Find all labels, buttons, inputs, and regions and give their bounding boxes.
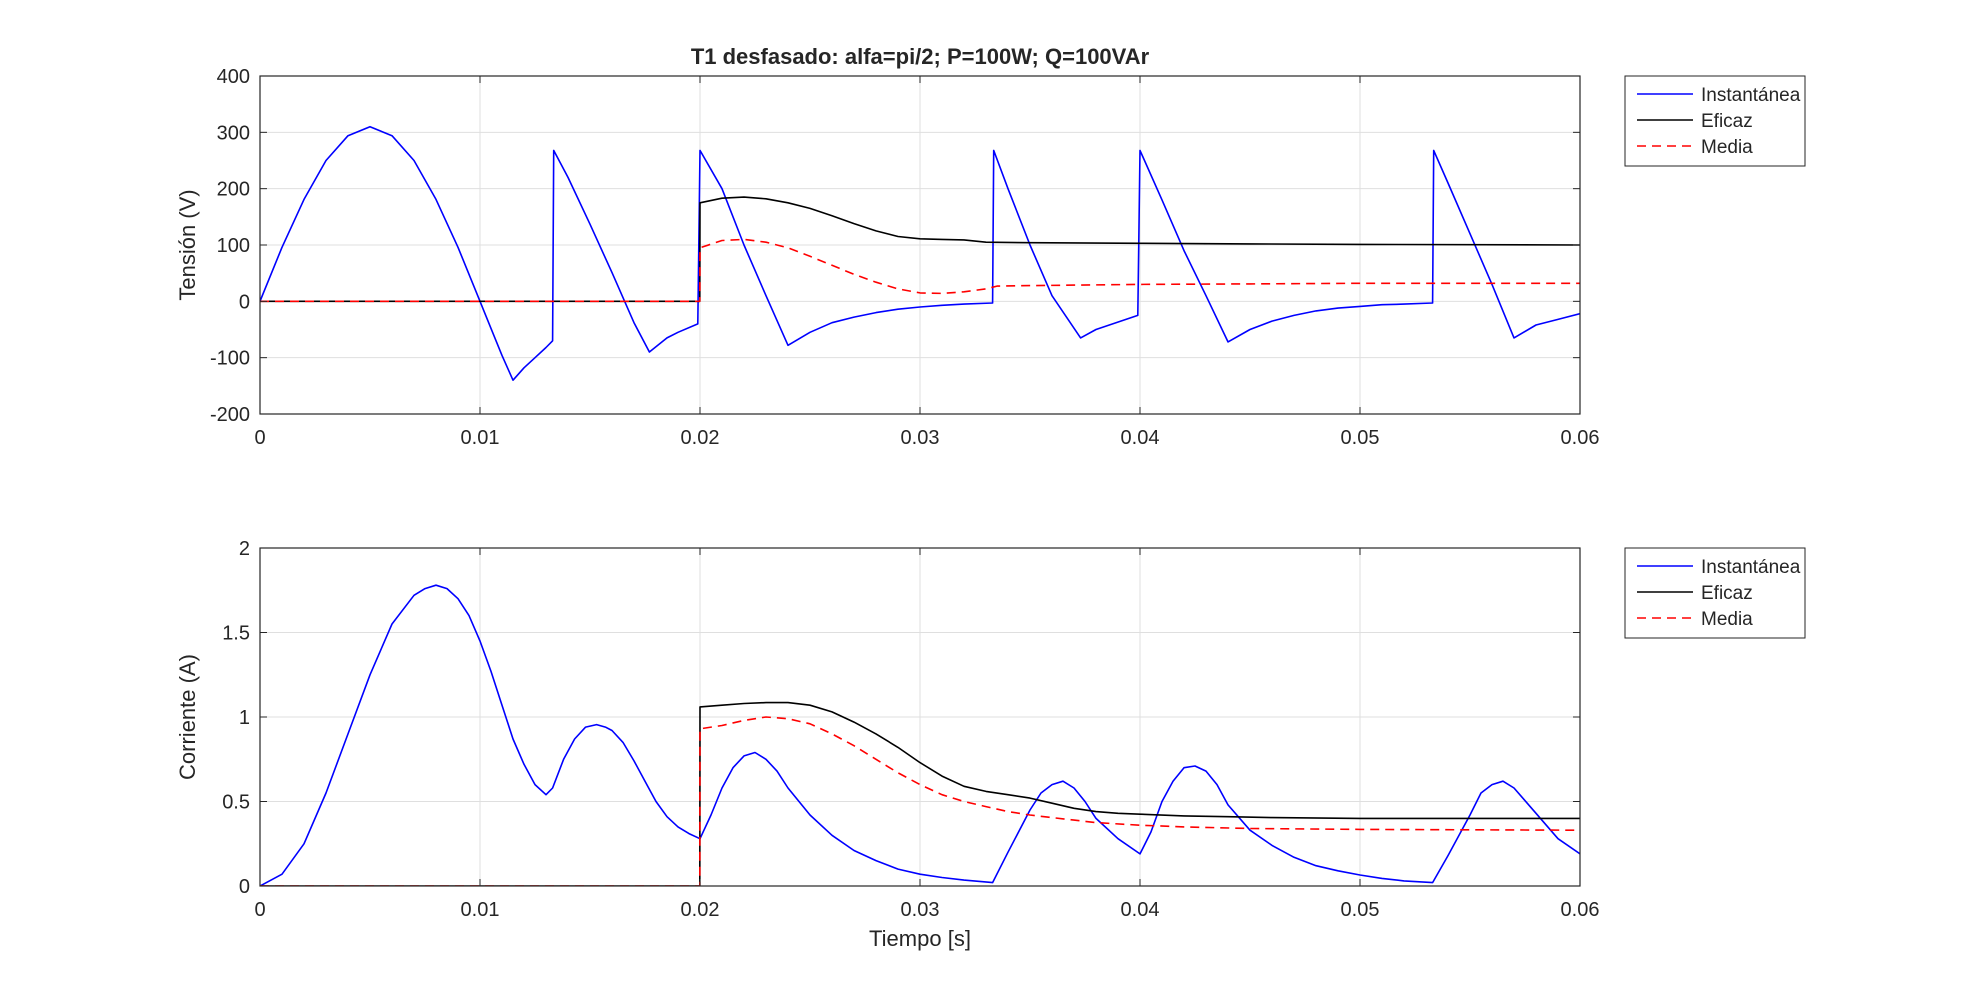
y-tick-label: -100: [210, 348, 250, 370]
legend-label: Instantánea: [1701, 85, 1801, 106]
series-line-eficaz: [260, 196, 1580, 303]
legend-label: Eficaz: [1701, 111, 1753, 132]
legend-label: Media: [1701, 137, 1753, 158]
legend: Instantánea Eficaz Media: [1624, 75, 1806, 167]
x-axis-label: Tiempo [s]: [869, 926, 971, 951]
legend-box: [1624, 75, 1806, 167]
y-tick-label: -200: [210, 404, 250, 426]
series-line-instantnea: [260, 584, 1580, 886]
y-tick-label: 300: [217, 122, 250, 144]
y-tick-label: 2: [239, 538, 250, 560]
y-tick-label: 0: [239, 876, 250, 898]
x-tick-label: 0.03: [901, 899, 940, 921]
y-tick-label: 1: [239, 707, 250, 729]
y-tick-label: 0: [239, 291, 250, 313]
x-tick-label: 0.04: [1121, 427, 1160, 449]
legend-label: Instantánea: [1701, 557, 1801, 578]
x-tick-label: 0.01: [461, 427, 500, 449]
chart-2: 0 0.01 0.02 0.03 0.04 0.05 0.06 0 0.5 1 1.5 2 Corrie…: [175, 538, 1806, 951]
x-tick-label: 0.06: [1561, 427, 1600, 449]
x-tick-label: 0: [254, 899, 265, 921]
x-tick-label: 0.06: [1561, 899, 1600, 921]
x-tick-label: 0.02: [681, 427, 720, 449]
y-tick-label: 1.5: [222, 623, 250, 645]
series-line-media: [260, 716, 1580, 886]
x-tick-label: 0.05: [1341, 899, 1380, 921]
series-line-instantnea: [260, 125, 1580, 382]
series-line-media: [260, 238, 1580, 303]
chart-title: T1 desfasado: alfa=pi/2; P=100W; Q=100VA…: [691, 44, 1150, 69]
y-tick-label: 100: [217, 235, 250, 257]
legend: Instantánea Eficaz Media: [1624, 547, 1806, 639]
x-tick-label: 0: [254, 427, 265, 449]
x-tick-label: 0.04: [1121, 899, 1160, 921]
y-tick-label: 400: [217, 66, 250, 88]
y-axis-label: Tensión (V): [175, 189, 200, 300]
x-tick-label: 0.03: [901, 427, 940, 449]
x-tick-label: 0.02: [681, 899, 720, 921]
y-tick-label: 200: [217, 179, 250, 201]
legend-label: Media: [1701, 609, 1753, 630]
legend-label: Eficaz: [1701, 583, 1753, 604]
chart-1: 0 0.01 0.02 0.03 0.04 0.05 0.06 -200 -100 0 100 200…: [175, 44, 1806, 449]
x-tick-label: 0.05: [1341, 427, 1380, 449]
x-tick-label: 0.01: [461, 899, 500, 921]
series-line-eficaz: [260, 701, 1580, 886]
y-tick-label: 0.5: [222, 792, 250, 814]
y-axis-label: Corriente (A): [175, 654, 200, 780]
legend-box: [1624, 547, 1806, 639]
